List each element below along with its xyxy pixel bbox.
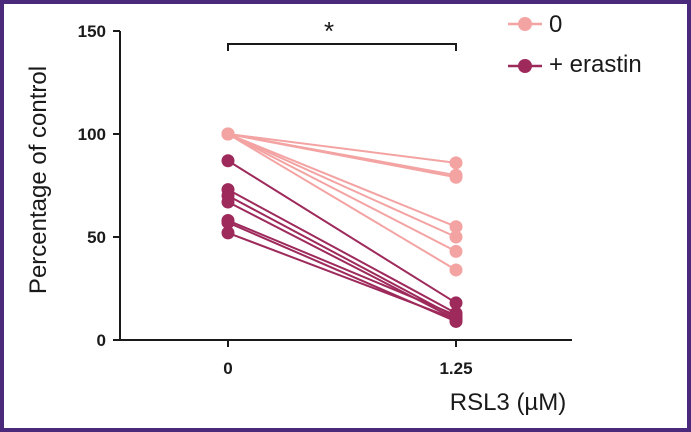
- point-control-6-x1: [449, 263, 463, 277]
- y-tick-label-150: 150: [78, 22, 106, 41]
- point-erastin-6-x0: [221, 226, 235, 240]
- line-control-5: [227, 133, 457, 253]
- line-control-2: [227, 133, 457, 179]
- legend: 0 + erastin: [508, 11, 642, 78]
- line-erastin-1: [227, 188, 457, 315]
- point-erastin-6-x1: [449, 312, 463, 326]
- point-control-6-x0: [221, 127, 235, 141]
- point-control-4-x1: [449, 230, 463, 244]
- x-axis-title: RSL3 (µM): [450, 389, 567, 416]
- point-control-2-x1: [449, 170, 463, 184]
- significance-asterisk: *: [324, 16, 334, 46]
- x-tick-label-1: 1.25: [439, 359, 472, 378]
- line-control-3: [227, 133, 457, 228]
- line-control-6: [227, 133, 457, 271]
- point-erastin-0-x1: [449, 296, 463, 310]
- y-tick-label-0: 0: [97, 331, 106, 350]
- legend-marker-erastin: [518, 59, 532, 73]
- x-tick-label-0: 0: [223, 359, 232, 378]
- line-erastin-6: [227, 231, 457, 321]
- y-axis-title: Percentage of control: [25, 66, 52, 294]
- significance-bracket: [227, 43, 457, 51]
- legend-marker-0: [518, 17, 532, 31]
- point-control-3-x1: [449, 220, 463, 234]
- line-erastin-0: [227, 159, 457, 304]
- y-tick-label-50: 50: [87, 228, 106, 247]
- point-erastin-3-x0: [221, 195, 235, 209]
- legend-label-0: 0: [549, 11, 562, 38]
- point-control-0-x1: [449, 156, 463, 170]
- line-control-4: [227, 133, 457, 238]
- legend-label-erastin: + erastin: [549, 51, 642, 78]
- series-points: [221, 127, 463, 328]
- y-tick-label-100: 100: [78, 125, 106, 144]
- line-erastin-2: [227, 194, 457, 319]
- series-lines: [227, 133, 457, 323]
- line-erastin-4: [227, 219, 457, 317]
- point-erastin-5-x0: [221, 216, 235, 230]
- point-erastin-0-x0: [221, 154, 235, 168]
- point-control-5-x1: [449, 244, 463, 258]
- line-control-0: [227, 133, 457, 164]
